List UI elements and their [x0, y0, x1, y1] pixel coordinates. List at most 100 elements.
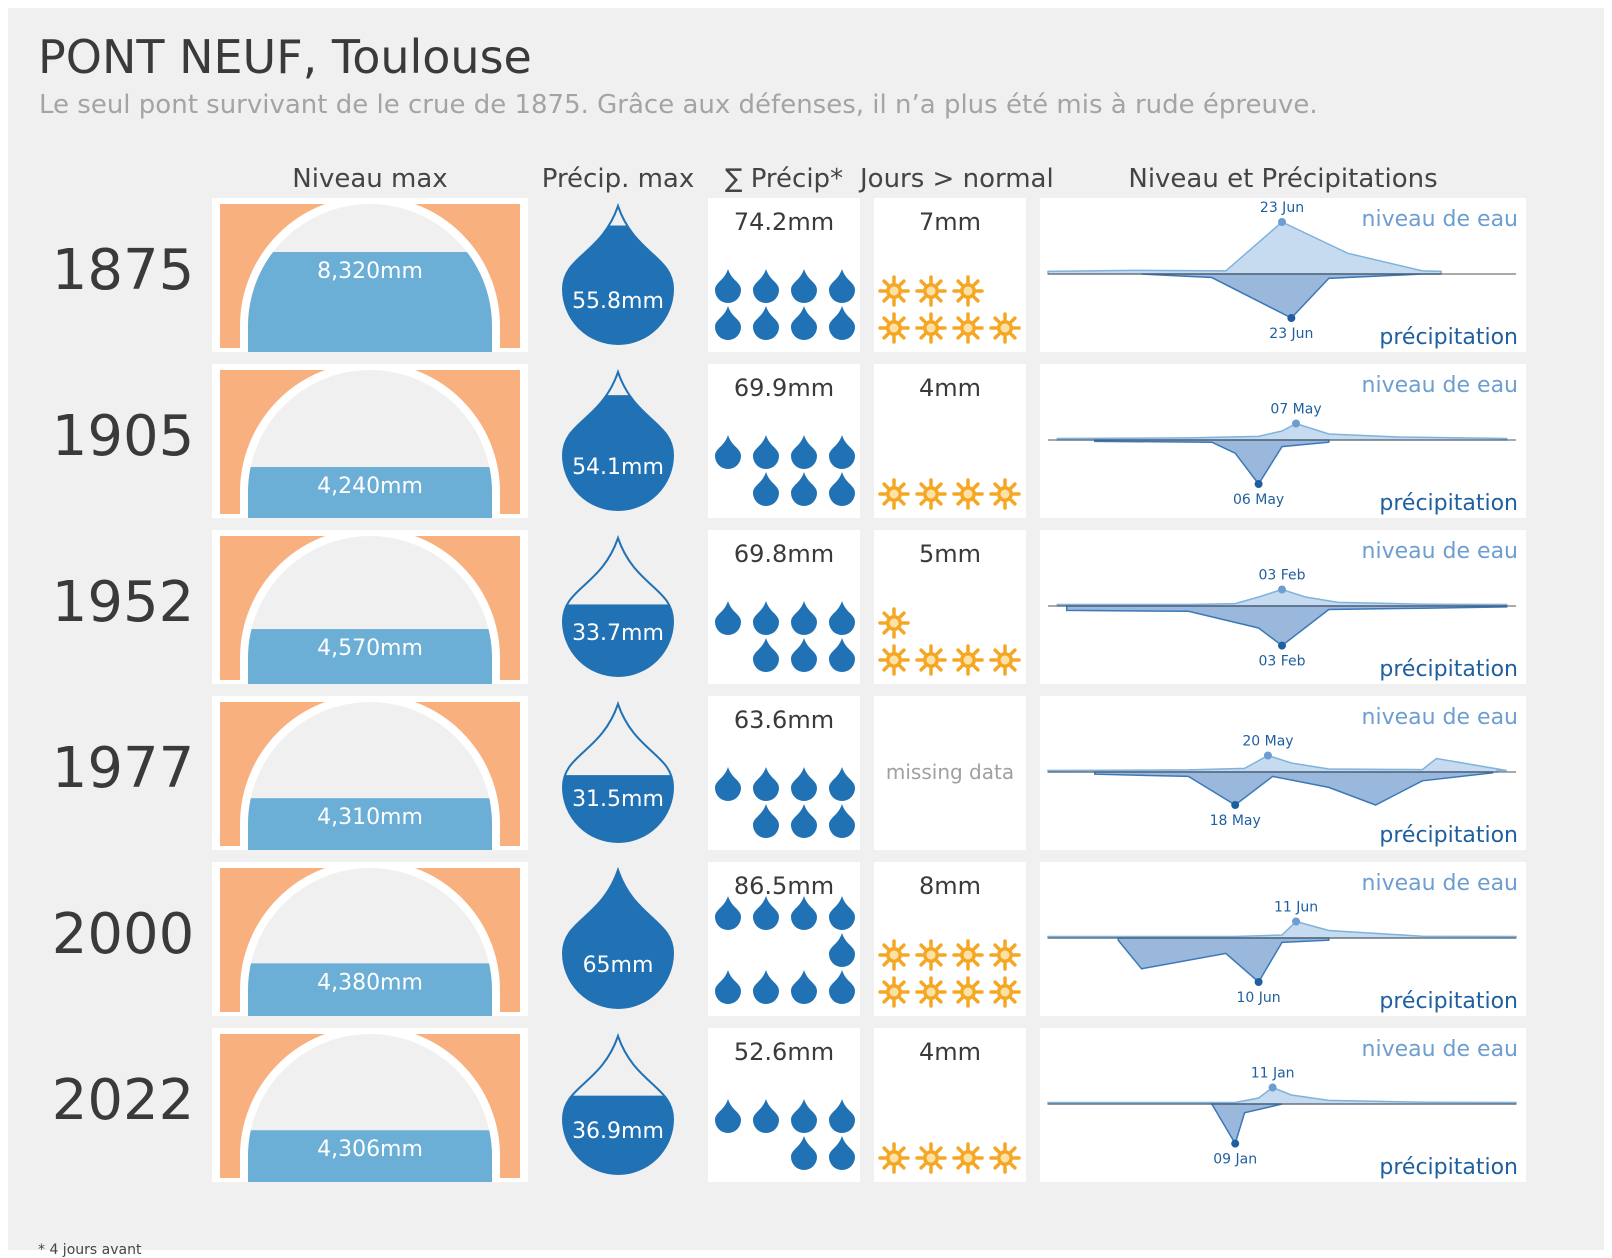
arch-icon: 4,306mm — [220, 1028, 520, 1182]
drop-panel: 54.1mm — [538, 364, 698, 518]
drop-small-icon — [753, 767, 779, 801]
water-level — [248, 1130, 492, 1182]
missing-data: missing data — [885, 760, 1015, 784]
jours-value: 8mm — [918, 872, 982, 900]
drop-small-icon — [829, 638, 855, 672]
drop-small-icon — [753, 601, 779, 635]
precip-sum-panel: 86.5mm — [708, 862, 860, 1016]
precip-area — [1094, 439, 1330, 486]
drop-small-icon — [715, 1099, 741, 1133]
drop-outline — [561, 202, 675, 345]
precip-area — [1094, 771, 1494, 806]
drop-small-icon — [715, 306, 741, 340]
drop-small-icon — [791, 472, 817, 506]
header-niveau-max: Niveau max — [292, 164, 448, 194]
drop-fill — [563, 870, 673, 1008]
sun-icon — [878, 312, 910, 344]
level-peak-marker — [1292, 419, 1301, 428]
drop-small-icon — [753, 970, 779, 1004]
line-chart-svg: 07 May 06 May niveau de eau précipitation — [1048, 373, 1518, 516]
arch-panel: 4,240mm — [212, 364, 528, 518]
drop-small-icon — [791, 435, 817, 469]
precip-sum-panel: 69.9mm — [708, 364, 860, 518]
sun-icon — [989, 976, 1021, 1008]
drop-small-icon — [829, 1099, 855, 1133]
precip-peak-label: 18 May — [1210, 813, 1261, 829]
legend-niveau: niveau de eau — [1362, 705, 1518, 730]
jours-value: 5mm — [918, 540, 982, 568]
precip-peak-marker — [1254, 480, 1263, 488]
drop-small-icon — [715, 435, 741, 469]
page-subtitle: Le seul pont survivant de le crue de 187… — [39, 90, 1318, 120]
drop-small-icon — [791, 638, 817, 672]
arch-panel: 4,310mm — [212, 696, 528, 850]
level-area — [1047, 221, 1442, 275]
sun-icon — [952, 312, 984, 344]
drop-small-icon — [829, 933, 855, 967]
jours-panel: 5mm — [874, 530, 1026, 684]
dashboard: PONT NEUF, Toulouse Le seul pont surviva… — [8, 8, 1604, 1258]
level-peak-label: 23 Jun — [1260, 200, 1304, 216]
drop-icon: 33.7mm — [561, 534, 675, 677]
sun-icon — [989, 1142, 1021, 1174]
water-level — [248, 798, 492, 850]
drop-small-icon — [753, 472, 779, 506]
precip-peak-label: 23 Jun — [1269, 326, 1313, 342]
header-precip-sum: ∑ Précip* — [724, 164, 844, 194]
water-level — [248, 963, 492, 1016]
drop-small-icon — [829, 896, 855, 930]
drop-small-icon — [829, 435, 855, 469]
drop-small-icon — [715, 767, 741, 801]
sun-grid — [878, 939, 1021, 1008]
drop-grid — [715, 435, 855, 506]
drop-panel: 65mm — [538, 862, 698, 1016]
level-precip-chart: 07 May 06 May niveau de eau précipitation — [1040, 364, 1526, 518]
precip-peak-label: 09 Jan — [1213, 1152, 1257, 1168]
year-label: 2000 — [51, 902, 195, 967]
drop-small-icon — [753, 638, 779, 672]
sun-icon — [915, 976, 947, 1008]
arch-icon: 4,380mm — [220, 862, 520, 1016]
drop-icon: 36.9mm — [561, 1032, 675, 1175]
level-peak-label: 11 Jan — [1251, 1066, 1295, 1082]
sun-icon — [989, 939, 1021, 971]
precip-sum-value: 52.6mm — [733, 1038, 835, 1066]
level-peak-label: 20 May — [1242, 734, 1293, 750]
sun-icon — [989, 644, 1021, 676]
legend-precipitation: précipitation — [1379, 491, 1518, 516]
precip-max-value: 65mm — [583, 953, 654, 978]
level-precip-chart: 20 May 18 May niveau de eau précipitation — [1040, 696, 1526, 850]
precip-peak-marker — [1278, 641, 1286, 650]
level-precip-chart: 23 Jun 23 Jun niveau de eau précipitation — [1040, 198, 1526, 352]
drop-small-icon — [829, 472, 855, 506]
water-level — [248, 467, 492, 518]
drop-small-icon — [829, 1136, 855, 1170]
level-precip-chart: 11 Jun 10 Jun niveau de eau précipitation — [1040, 862, 1526, 1016]
year-label: 1875 — [51, 238, 195, 303]
sun-icon — [878, 607, 910, 639]
jours-panel: missing data — [874, 696, 1026, 850]
jours-panel: 4mm — [874, 1028, 1026, 1182]
sun-icon — [878, 976, 910, 1008]
niveau-max-value: 4,380mm — [317, 970, 423, 995]
legend-niveau: niveau de eau — [1362, 539, 1518, 564]
arch-panel: 4,570mm — [212, 530, 528, 684]
precip-sum-panel: 69.8mm — [708, 530, 860, 684]
drop-outline — [561, 866, 675, 1009]
precip-sum-value: 63.6mm — [733, 706, 835, 734]
header-chart: Niveau et Précipitations — [1128, 164, 1438, 194]
precip-peak-label: 03 Feb — [1258, 654, 1305, 670]
precip-max-value: 54.1mm — [572, 455, 664, 480]
drop-small-icon — [715, 970, 741, 1004]
sun-icon — [915, 1142, 947, 1174]
level-peak-marker — [1292, 917, 1301, 926]
legend-niveau: niveau de eau — [1362, 871, 1518, 896]
precip-sum-panel: 74.2mm — [708, 198, 860, 352]
sun-icon — [952, 275, 984, 307]
legend-niveau: niveau de eau — [1362, 207, 1518, 232]
niveau-max-value: 4,306mm — [317, 1137, 423, 1162]
drop-grid — [715, 1099, 855, 1170]
drop-small-icon — [715, 269, 741, 303]
drop-grid — [715, 601, 855, 672]
drop-small-icon — [791, 1099, 817, 1133]
